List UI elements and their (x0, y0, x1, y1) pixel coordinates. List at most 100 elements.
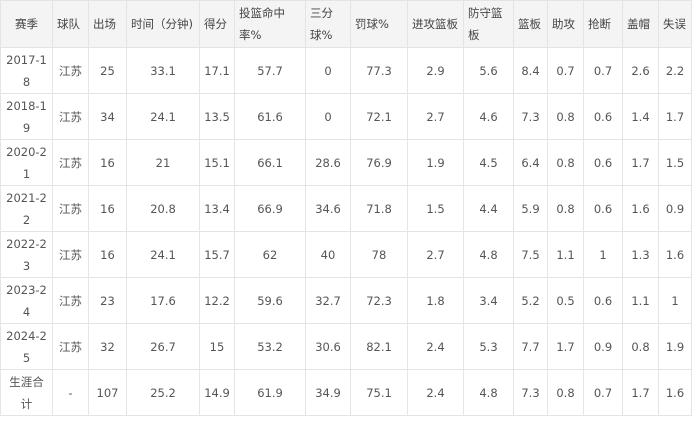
column-header: 罚球% (350, 0, 408, 48)
column-header: 赛季 (0, 0, 53, 48)
table-cell: 15 (199, 323, 235, 370)
table-cell: 76.9 (350, 139, 408, 186)
table-cell: 20.8 (126, 185, 200, 232)
table-cell: 7.5 (513, 231, 548, 278)
table-cell: 5.6 (463, 47, 514, 94)
table-row: 2024-25 江苏 32 26.7 15 53.2 30.6 82.1 2.4 5.3 7.7 1.… (0, 323, 692, 370)
table-cell: 1.5 (658, 139, 692, 186)
table-cell: 2017-18 (0, 47, 53, 94)
table-cell: 2.4 (407, 369, 464, 416)
table-cell: 0.6 (583, 185, 623, 232)
table-cell: 24.1 (126, 93, 200, 140)
table-cell: 7.3 (513, 93, 548, 140)
table-cell: 66.1 (234, 139, 306, 186)
table-cell: 5.9 (513, 185, 548, 232)
table-cell: 12.2 (199, 277, 235, 324)
table-cell: 2024-25 (0, 323, 53, 370)
table-cell: 26.7 (126, 323, 200, 370)
table-cell: 30.6 (305, 323, 351, 370)
table-cell: 62 (234, 231, 306, 278)
table-cell: 生涯合计 (0, 369, 53, 416)
table-cell: 4.8 (463, 369, 514, 416)
table-cell: 1.1 (622, 277, 659, 324)
table-cell: 0.8 (547, 369, 584, 416)
column-header: 助攻 (547, 0, 584, 48)
table-cell: 61.6 (234, 93, 306, 140)
column-header: 盖帽 (622, 0, 659, 48)
column-header: 进攻篮板 (407, 0, 464, 48)
table-cell: 0.8 (547, 139, 584, 186)
table-cell: 34 (88, 93, 127, 140)
table-cell: 1 (583, 231, 623, 278)
table-cell: 21 (126, 139, 200, 186)
table-cell: 66.9 (234, 185, 306, 232)
table-cell: 2021-22 (0, 185, 53, 232)
table-cell: 2022-23 (0, 231, 53, 278)
table-cell: 0.9 (658, 185, 692, 232)
table-cell: 0.8 (547, 185, 584, 232)
column-header: 球队 (52, 0, 89, 48)
table-cell: - (52, 369, 89, 416)
column-header: 抢断 (583, 0, 623, 48)
table-cell: 0.7 (547, 47, 584, 94)
table-cell: 0.8 (547, 93, 584, 140)
table-cell: 2023-24 (0, 277, 53, 324)
table-row: 2021-22 江苏 16 20.8 13.4 66.9 34.6 71.8 1.5 4.4 5.9… (0, 185, 692, 232)
table-cell: 61.9 (234, 369, 306, 416)
table-cell: 32.7 (305, 277, 351, 324)
table-cell: 1.7 (622, 139, 659, 186)
table-cell: 1.7 (658, 93, 692, 140)
table-cell: 5.2 (513, 277, 548, 324)
career-total-row: 生涯合计 -107 25.2 14.9 61.9 34.9 75.1 2.4 4.8 7.3 0.8… (0, 369, 692, 416)
table-cell: 28.6 (305, 139, 351, 186)
column-header: 出场 (88, 0, 127, 48)
table-cell: 32 (88, 323, 127, 370)
table-cell: 13.4 (199, 185, 235, 232)
table-row: 2023-24 江苏 23 17.6 12.2 59.6 32.7 72.3 1.8 3.4 5.2… (0, 277, 692, 324)
table-cell: 0 (305, 93, 351, 140)
table-cell: 1.6 (622, 185, 659, 232)
table-cell: 33.1 (126, 47, 200, 94)
table-cell: 0.5 (547, 277, 584, 324)
career-stats-table: 赛季 球队 出场 时间（分钟) 得分 投篮命中率% 三分球% 罚球% 进攻篮板 防守篮板 篮板 助攻抢… (0, 0, 692, 416)
table-cell: 1.7 (547, 323, 584, 370)
table-cell: 0 (305, 47, 351, 94)
table-cell: 4.5 (463, 139, 514, 186)
column-header: 时间（分钟) (126, 0, 200, 48)
table-row: 2017-18 江苏 25 33.1 17.1 57.7 0 77.3 2.9 5.6 8.4 0.7… (0, 47, 692, 94)
table-cell: 1.3 (622, 231, 659, 278)
table-cell: 4.8 (463, 231, 514, 278)
table-cell: 53.2 (234, 323, 306, 370)
table-cell: 2.4 (407, 323, 464, 370)
table-cell: 15.7 (199, 231, 235, 278)
table-cell: 17.6 (126, 277, 200, 324)
table-cell: 2.9 (407, 47, 464, 94)
table-cell: 0.6 (583, 93, 623, 140)
table-cell: 16 (88, 231, 127, 278)
table-cell: 59.6 (234, 277, 306, 324)
table-cell: 7.3 (513, 369, 548, 416)
table-cell: 1 (658, 277, 692, 324)
table-cell: 7.7 (513, 323, 548, 370)
table-cell: 1.5 (407, 185, 464, 232)
table-cell: 72.1 (350, 93, 408, 140)
table-cell: 江苏 (52, 323, 89, 370)
table-cell: 82.1 (350, 323, 408, 370)
table-cell: 34.6 (305, 185, 351, 232)
table-cell: 3.4 (463, 277, 514, 324)
table-cell: 1.8 (407, 277, 464, 324)
table-cell: 4.6 (463, 93, 514, 140)
table-cell: 江苏 (52, 277, 89, 324)
table-cell: 2.7 (407, 231, 464, 278)
table-cell: 25.2 (126, 369, 200, 416)
table-cell: 0.9 (583, 323, 623, 370)
table-cell: 0.7 (583, 369, 623, 416)
table-cell: 34.9 (305, 369, 351, 416)
table-cell: 17.1 (199, 47, 235, 94)
table-cell: 2.6 (622, 47, 659, 94)
table-cell: 16 (88, 185, 127, 232)
table-cell: 2.7 (407, 93, 464, 140)
table-cell: 0.6 (583, 139, 623, 186)
table-cell: 2018-19 (0, 93, 53, 140)
table-cell: 1.9 (658, 323, 692, 370)
